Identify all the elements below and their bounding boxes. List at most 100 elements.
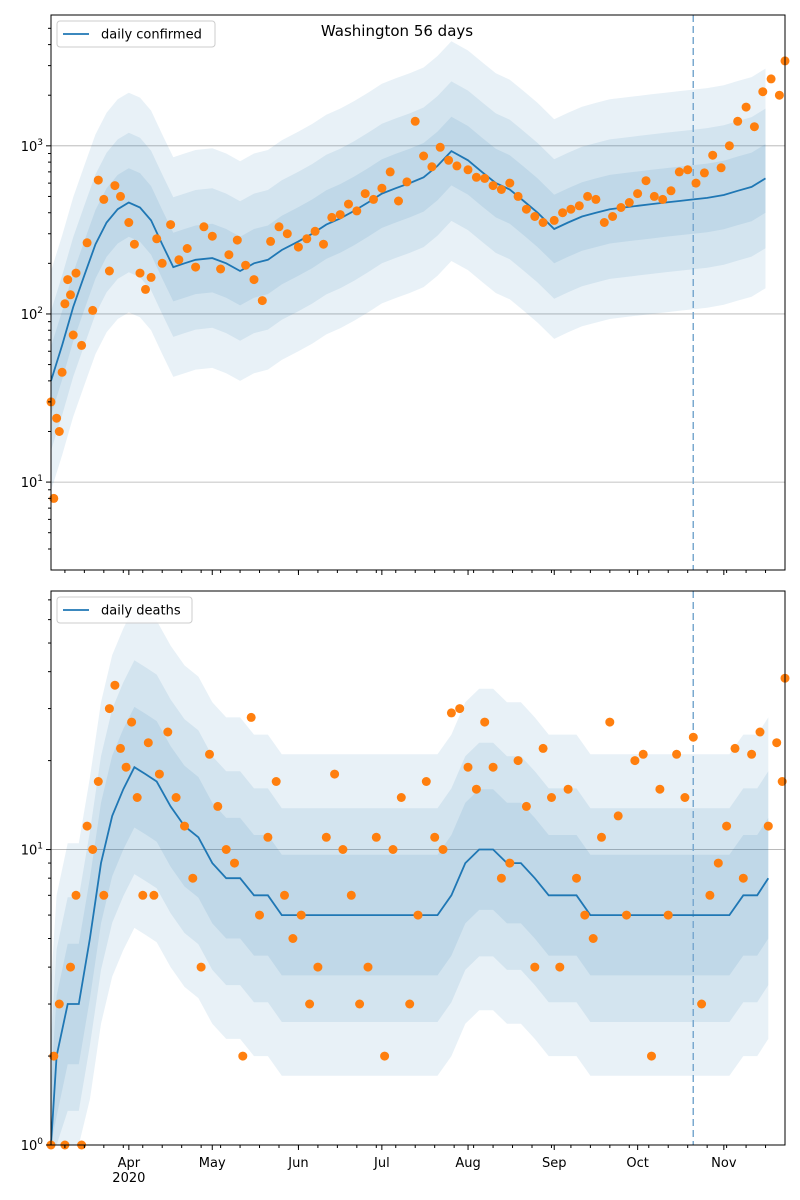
observed-point <box>138 890 148 900</box>
observed-point <box>77 340 87 350</box>
observed-point <box>410 116 420 126</box>
x-tick-label: May <box>199 1156 226 1171</box>
observed-point <box>513 756 523 766</box>
uncertainty-band <box>51 660 769 1145</box>
observed-point <box>141 284 150 294</box>
observed-point <box>488 762 498 772</box>
observed-point <box>388 845 398 854</box>
x-tick-label: Nov <box>711 1156 737 1171</box>
observed-point <box>274 222 284 232</box>
observed-point <box>555 962 565 972</box>
observed-point <box>121 762 131 772</box>
observed-point <box>207 231 217 241</box>
observed-point <box>296 910 306 920</box>
observed-point <box>705 890 715 900</box>
observed-point <box>405 999 415 1009</box>
observed-point <box>293 242 303 252</box>
observed-point <box>538 218 548 227</box>
observed-point <box>624 198 634 207</box>
y-tick-label: 100 <box>21 1137 44 1154</box>
observed-point <box>116 191 125 201</box>
x-tick-label: Aug <box>455 1156 480 1171</box>
observed-point <box>580 910 590 920</box>
observed-point <box>124 218 134 227</box>
observed-point <box>360 189 370 199</box>
observed-point <box>649 191 659 201</box>
observed-point <box>199 222 209 232</box>
observed-point <box>547 793 556 802</box>
observed-point <box>758 87 768 97</box>
observed-point <box>49 1051 59 1061</box>
observed-point <box>146 272 156 282</box>
observed-point <box>154 769 164 779</box>
x-tick-label: Oct <box>626 1156 648 1171</box>
confirmed-cases-panel: 101 102 103 Washington 56 days daily confi… <box>21 14 790 575</box>
observed-point <box>674 167 684 177</box>
observed-point <box>171 793 181 802</box>
observed-point <box>66 962 75 972</box>
observed-point <box>143 738 153 748</box>
observed-point <box>766 74 776 84</box>
observed-point <box>421 777 431 786</box>
observed-point <box>455 704 465 714</box>
deaths-x-axis-ticks: Apr May Jun Jul Aug Sep Oct Nov <box>64 1145 767 1171</box>
observed-point <box>438 845 448 854</box>
deaths-legend-label: daily deaths <box>101 604 181 619</box>
observed-point <box>396 793 406 802</box>
observed-point <box>588 934 598 943</box>
observed-point <box>480 173 490 183</box>
observed-point <box>152 234 162 244</box>
observed-point <box>638 749 648 759</box>
observed-point <box>282 229 292 239</box>
observed-point <box>730 743 740 753</box>
x-tick-label: Jun <box>287 1156 308 1171</box>
observed-point <box>622 910 631 920</box>
confirmed-plot-frame <box>50 14 786 571</box>
confirmed-y-axis-ticks: 101 102 103 <box>21 27 51 550</box>
observed-point <box>163 727 173 737</box>
observed-point <box>104 704 114 714</box>
observed-point <box>380 1051 390 1061</box>
x-tick-label: Jul <box>373 1156 390 1171</box>
confirmed-legend-label: daily confirmed <box>101 28 202 43</box>
confirmed-model-line <box>50 149 766 382</box>
observed-point <box>93 777 103 786</box>
observed-point <box>52 413 62 423</box>
observed-point <box>774 90 784 100</box>
observed-point <box>777 777 787 786</box>
observed-point <box>716 163 726 173</box>
observed-point <box>104 266 114 276</box>
observed-point <box>180 821 189 831</box>
observed-point <box>302 234 312 244</box>
deaths-plot-frame <box>50 590 786 1146</box>
observed-point <box>338 845 348 854</box>
observed-point <box>530 212 540 221</box>
observed-point <box>572 873 581 883</box>
observed-point <box>88 845 98 854</box>
confirmed-legend: daily confirmed <box>56 20 216 48</box>
observed-point <box>241 260 251 270</box>
observed-point <box>583 191 593 201</box>
observed-point <box>772 738 782 748</box>
observed-point <box>549 215 559 225</box>
observed-point <box>377 183 387 193</box>
x-tick-label: Sep <box>542 1156 567 1171</box>
observed-point <box>88 305 98 315</box>
observed-point <box>149 890 159 900</box>
observed-point <box>49 493 59 503</box>
observed-point <box>488 181 498 191</box>
confirmed-x-axis-ticks <box>64 570 767 575</box>
observed-point <box>99 890 109 900</box>
uncertainty-band <box>51 606 769 1145</box>
observed-point <box>363 962 373 972</box>
observed-point <box>238 1051 248 1061</box>
confirmed-observed-points <box>46 56 790 503</box>
observed-point <box>713 858 723 868</box>
observed-point <box>521 801 531 811</box>
observed-point <box>288 934 298 943</box>
y-tick-label: 101 <box>21 842 43 859</box>
observed-point <box>110 680 120 690</box>
observed-point <box>82 238 92 248</box>
observed-point <box>310 226 320 236</box>
